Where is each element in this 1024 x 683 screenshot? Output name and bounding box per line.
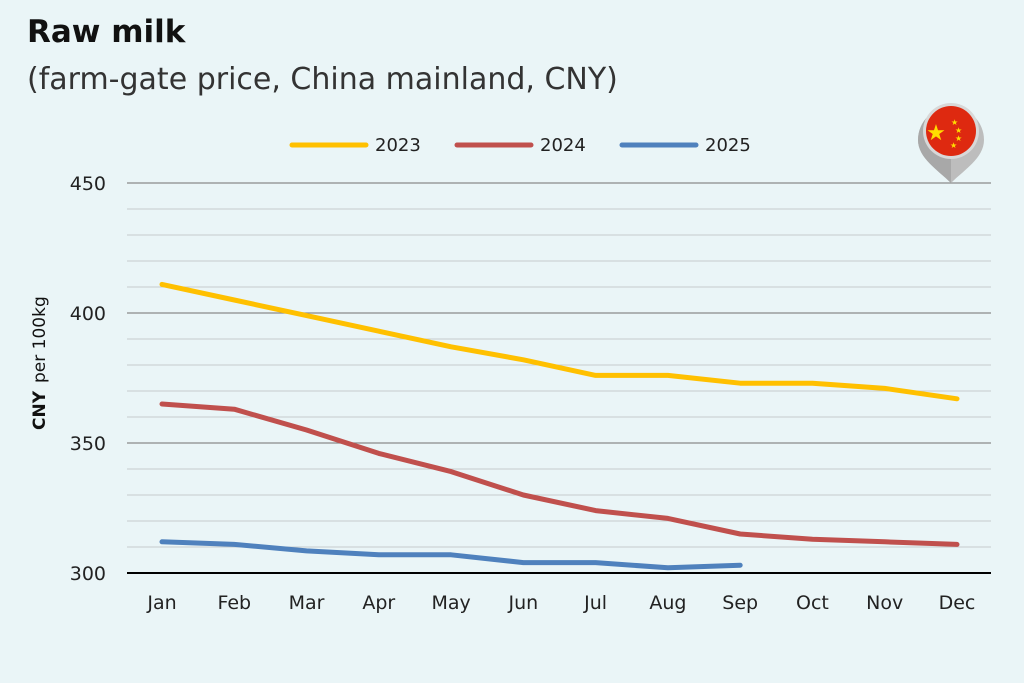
x-tick-label: Feb (217, 592, 251, 614)
svg-text:★: ★ (950, 141, 957, 150)
svg-text:★: ★ (951, 118, 958, 127)
x-tick-label: Dec (939, 592, 976, 614)
svg-text:★: ★ (955, 134, 962, 143)
x-tick-label: Aug (649, 592, 686, 614)
x-tick-label: Sep (722, 592, 758, 614)
x-tick-label: Jul (583, 592, 607, 614)
x-tick-label: Mar (289, 592, 325, 614)
x-tick-label: Oct (796, 592, 829, 614)
chart-subtitle: (farm-gate price, China mainland, CNY) (27, 62, 618, 97)
legend-label-2025: 2025 (705, 135, 751, 156)
series-line-2023 (159, 281, 960, 402)
series-line-2025 (159, 539, 743, 571)
x-tick-label: Jan (146, 592, 176, 614)
china-flag-map-pin-icon: ★ ★ ★ ★ ★ (918, 103, 984, 183)
y-tick-label: 400 (70, 303, 106, 325)
x-tick-label: Apr (362, 592, 395, 614)
y-tick-label: 350 (70, 433, 106, 455)
svg-text:★: ★ (926, 121, 946, 146)
y-tick-label: 300 (70, 563, 106, 585)
svg-text:★: ★ (955, 126, 962, 135)
chart-title: Raw milk (27, 14, 186, 50)
series-line-2024 (159, 401, 960, 547)
y-tick-label: 450 (70, 173, 106, 195)
legend-label-2023: 2023 (375, 135, 421, 156)
x-tick-label: May (431, 592, 470, 614)
x-tick-label: Jun (508, 592, 539, 614)
x-tick-label: Nov (866, 592, 903, 614)
legend-label-2024: 2024 (540, 135, 586, 156)
y-axis-label: CNYper 100kg (30, 296, 50, 430)
